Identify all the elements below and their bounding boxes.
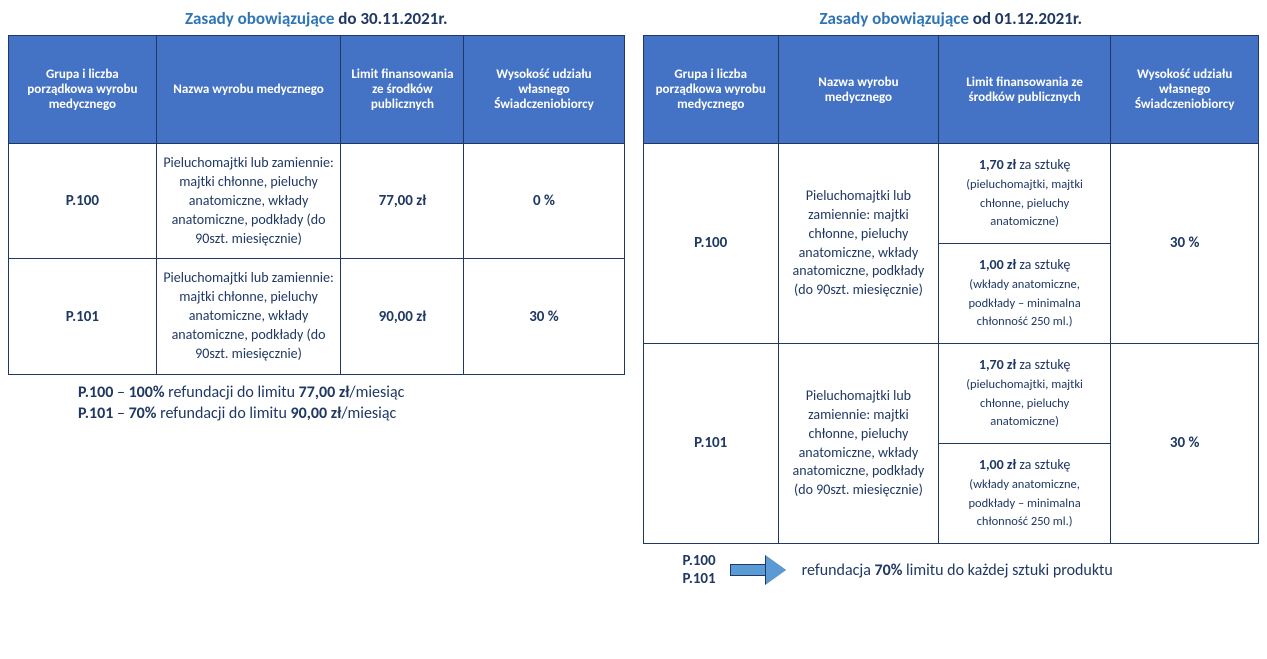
cell-limit-a: 1,70 zł za sztukę (pieluchomajtki, majtk… <box>938 144 1110 244</box>
cell-share: 0 % <box>464 144 624 259</box>
cell-code: P.100 <box>9 144 157 259</box>
limit-value: 1,70 zł <box>979 356 1016 373</box>
table-after: Grupa i liczba porządkowa wyrobu medyczn… <box>643 35 1260 544</box>
title-before-dark: do 30.11.2021r. <box>338 8 447 29</box>
title-before: Zasady obowiązujące do 30.11.2021r. <box>8 8 625 29</box>
th-name: Nazwa wyrobu medycznego <box>156 36 341 144</box>
th-group: Grupa i liczba porządkowa wyrobu medyczn… <box>643 36 778 144</box>
panel-after: Zasady obowiązujące od 01.12.2021r. Grup… <box>643 8 1260 588</box>
footer-percent: 70% <box>874 561 902 580</box>
footer-line: P.100 – 100% refundacji do limitu 77,00 … <box>8 383 625 402</box>
th-share: Wysokość udziału własnego Świadczeniobio… <box>464 36 624 144</box>
cell-share: 30 % <box>1111 144 1259 344</box>
th-limit: Limit finansowania ze środków publicznyc… <box>938 36 1110 144</box>
cell-desc: Pieluchomajtki lub zamiennie: majtki chł… <box>778 344 938 544</box>
footer-codes: P.100 P.101 <box>683 552 716 588</box>
limit-note: (pieluchomajtki, majtki chłonne, pieluch… <box>966 177 1083 230</box>
cell-desc: Pieluchomajtki lub zamiennie: majtki chł… <box>778 144 938 344</box>
table-row: P.100 Pieluchomajtki lub zamiennie: majt… <box>643 144 1259 244</box>
footer-text: refundacja 70% limitu do każdej sztuki p… <box>802 561 1113 580</box>
limit-value: 1,00 zł <box>979 456 1016 473</box>
comparison-wrapper: Zasady obowiązujące do 30.11.2021r. Grup… <box>8 8 1259 588</box>
foot-amount: 77,00 zł <box>299 383 350 402</box>
cell-limit: 77,00 zł <box>341 144 464 259</box>
title-after: Zasady obowiązujące od 01.12.2021r. <box>643 8 1260 29</box>
th-name: Nazwa wyrobu medycznego <box>778 36 938 144</box>
limit-note: (pieluchomajtki, majtki chłonne, pieluch… <box>966 377 1083 430</box>
panel-before: Zasady obowiązujące do 30.11.2021r. Grup… <box>8 8 625 588</box>
footer-line: P.101 – 70% refundacji do limitu 90,00 z… <box>8 404 625 423</box>
cell-share: 30 % <box>1111 344 1259 544</box>
cell-limit: 90,00 zł <box>341 259 464 374</box>
table-row: P.101 Pieluchomajtki lub zamiennie: majt… <box>643 344 1259 444</box>
limit-value: 1,00 zł <box>979 256 1016 273</box>
cell-limit-b: 1,00 zł za sztukę (wkłady anatomiczne, p… <box>938 244 1110 344</box>
limit-note: (wkłady anatomiczne, podkłady – minimaln… <box>968 277 1080 330</box>
footer-before: P.100 – 100% refundacji do limitu 77,00 … <box>8 383 625 423</box>
foot-percent: 100% <box>129 383 165 402</box>
th-limit: Limit finansowania ze środków publicznyc… <box>341 36 464 144</box>
cell-code: P.101 <box>643 344 778 544</box>
title-after-dark: od 01.12.2021r. <box>973 8 1082 29</box>
title-before-accent: Zasady obowiązujące <box>185 8 338 29</box>
footer-code-1: P.100 <box>683 552 716 570</box>
footer-code-2: P.101 <box>683 570 716 588</box>
th-group: Grupa i liczba porządkowa wyrobu medyczn… <box>9 36 157 144</box>
cell-limit-a: 1,70 zł za sztukę (pieluchomajtki, majtk… <box>938 344 1110 444</box>
table-row: P.100 Pieluchomajtki lub zamiennie: majt… <box>9 144 625 259</box>
cell-desc: Pieluchomajtki lub zamiennie: majtki chł… <box>156 259 341 374</box>
foot-percent: 70% <box>129 404 157 423</box>
cell-code: P.100 <box>643 144 778 344</box>
cell-code: P.101 <box>9 259 157 374</box>
table-before: Grupa i liczba porządkowa wyrobu medyczn… <box>8 35 625 375</box>
th-share: Wysokość udziału własnego Świadczeniobio… <box>1111 36 1259 144</box>
limit-note: (wkłady anatomiczne, podkłady – minimaln… <box>968 477 1080 530</box>
foot-code: P.101 <box>78 404 113 423</box>
limit-value: 1,70 zł <box>979 156 1016 173</box>
foot-code: P.100 <box>78 383 113 402</box>
cell-share: 30 % <box>464 259 624 374</box>
foot-amount: 90,00 zł <box>291 404 342 423</box>
cell-limit-b: 1,00 zł za sztukę (wkłady anatomiczne, p… <box>938 444 1110 544</box>
table-row: P.101 Pieluchomajtki lub zamiennie: majt… <box>9 259 625 374</box>
footer-after: P.100 P.101 refundacja 70% limitu do każ… <box>643 552 1260 588</box>
title-after-accent: Zasady obowiązujące <box>820 8 973 29</box>
arrow-right-icon <box>730 558 788 582</box>
cell-desc: Pieluchomajtki lub zamiennie: majtki chł… <box>156 144 341 259</box>
